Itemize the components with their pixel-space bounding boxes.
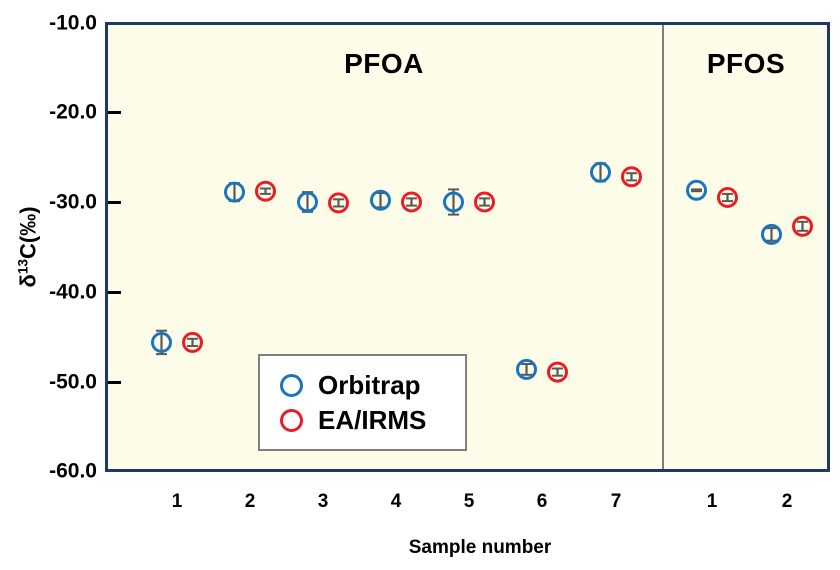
x-axis-title: Sample number — [408, 537, 552, 558]
legend-label: Orbitrap — [318, 370, 421, 400]
y-tick-label: -40.0 — [49, 280, 97, 304]
orbitrap-circle-icon — [280, 373, 303, 397]
y-tick-label: -50.0 — [49, 370, 97, 394]
legend-label: EA/IRMS — [318, 405, 427, 435]
x-tick-label-pfoa-5: 5 — [463, 491, 475, 512]
y-tick-label: -60.0 — [49, 459, 97, 483]
y-axis-title: δ13C(‰) — [15, 206, 41, 288]
x-tick-label-pfos-2: 2 — [781, 491, 793, 512]
x-tick-label-pfoa-6: 6 — [536, 491, 548, 512]
x-tick-label-pfos-1: 1 — [706, 491, 718, 512]
x-tick-label-pfoa-7: 7 — [610, 491, 622, 512]
y-tick-label: -30.0 — [49, 190, 97, 214]
section-divider — [662, 25, 664, 469]
section-label-pfoa: PFOA — [344, 48, 424, 79]
y-axis-title-delta: δ — [15, 274, 41, 288]
legend-box: Orbitrap EA/IRMS — [258, 354, 467, 451]
legend-item-orbitrap: Orbitrap — [280, 372, 465, 398]
legend-item-ea-irms: EA/IRMS — [280, 407, 465, 433]
x-tick-label-pfoa-2: 2 — [244, 491, 256, 512]
x-tick-label-pfoa-1: 1 — [171, 491, 183, 512]
y-axis-title-superscript: 13 — [15, 259, 31, 275]
y-axis-title-unit: C(‰) — [15, 206, 41, 260]
plot-area — [105, 22, 830, 472]
y-tick-mark — [108, 290, 121, 294]
y-tick-mark — [108, 200, 121, 204]
x-tick-label-pfoa-3: 3 — [317, 491, 329, 512]
y-tick-mark — [108, 380, 121, 384]
ea-irms-circle-icon — [280, 408, 303, 432]
section-label-pfos: PFOS — [706, 48, 786, 79]
x-tick-label-pfoa-4: 4 — [390, 491, 402, 512]
y-tick-label: -20.0 — [49, 100, 97, 124]
y-tick-label: -10.0 — [49, 11, 97, 35]
y-tick-mark — [108, 110, 121, 114]
